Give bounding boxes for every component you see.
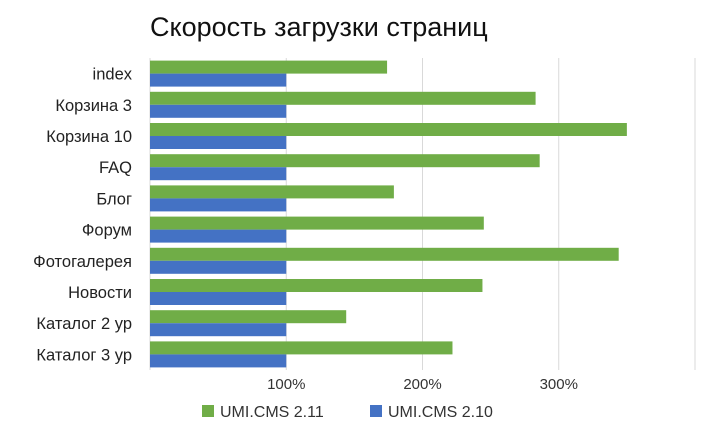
category-label: Новости xyxy=(68,284,132,302)
bar xyxy=(150,292,287,305)
legend-swatch xyxy=(370,405,382,417)
x-tick-labels: 100% 200% 300% xyxy=(267,376,578,393)
bar xyxy=(150,260,287,274)
category-label: FAQ xyxy=(99,159,132,177)
bar xyxy=(150,123,627,136)
bar xyxy=(150,198,287,212)
bar xyxy=(150,229,287,243)
category-label: index xyxy=(93,66,133,84)
legend-label: UMI.CMS 2.10 xyxy=(388,404,493,421)
legend: UMI.CMS 2.11 UMI.CMS 2.10 xyxy=(202,404,493,421)
category-label: Фотогалерея xyxy=(33,253,132,271)
category-label: Каталог 2 ур xyxy=(36,315,132,333)
bar xyxy=(150,341,453,355)
category-label: Корзина 3 xyxy=(55,97,132,115)
bar xyxy=(150,154,540,168)
category-label: Форум xyxy=(82,222,132,240)
category-labels: index Корзина 3 Корзина 10 FAQ Блог Форум Фото… xyxy=(33,66,133,365)
chart-title: Скорость загрузки страниц xyxy=(150,12,488,42)
bar xyxy=(150,104,287,118)
bar xyxy=(150,354,287,368)
bar xyxy=(150,60,388,74)
x-tick-label: 300% xyxy=(540,376,578,393)
legend-label: UMI.CMS 2.11 xyxy=(220,404,324,421)
bar xyxy=(150,136,287,149)
bar xyxy=(150,323,287,337)
bar xyxy=(150,73,287,87)
bar xyxy=(150,216,484,230)
bar xyxy=(150,279,483,292)
bar xyxy=(150,91,536,105)
category-label: Корзина 10 xyxy=(46,128,132,146)
x-tick-label: 100% xyxy=(267,376,305,393)
bar xyxy=(150,247,619,261)
bar xyxy=(150,185,394,199)
category-label: Каталог 3 ур xyxy=(36,346,132,364)
x-tick-label: 200% xyxy=(403,376,441,393)
legend-swatch xyxy=(202,405,214,417)
bar xyxy=(150,167,287,181)
bar xyxy=(150,310,347,324)
bars xyxy=(150,60,627,368)
category-label: Блог xyxy=(96,190,132,208)
